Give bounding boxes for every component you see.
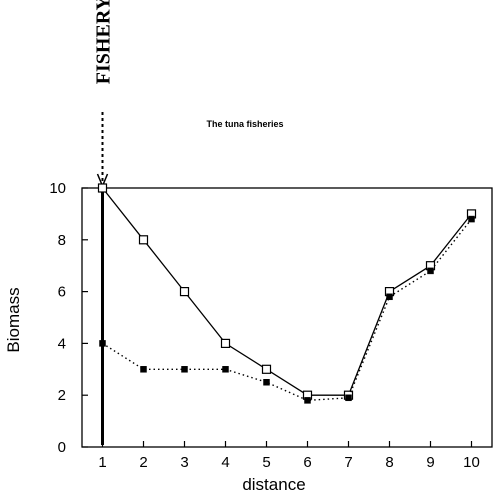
y-tick-label: 4 [58, 335, 66, 352]
data-point [261, 364, 272, 374]
x-tick-label: 1 [98, 454, 106, 471]
y-axis-ticks: 0 2 4 6 8 10 [49, 180, 88, 456]
data-point [97, 183, 108, 193]
fishery-label: FISHERY [93, 0, 115, 84]
data-point [345, 394, 352, 402]
series-2 [99, 215, 475, 404]
data-point [222, 366, 229, 373]
x-axis-label: distance [242, 475, 305, 494]
series-layer [97, 183, 477, 404]
data-point [468, 215, 475, 223]
x-tick-label: 9 [426, 454, 434, 471]
x-tick-label: 10 [463, 454, 480, 471]
series-line [102, 218, 473, 402]
x-tick-label: 2 [139, 454, 147, 471]
y-tick-label: 6 [58, 284, 66, 301]
data-point [386, 293, 393, 301]
data-point [138, 235, 149, 245]
series-line [101, 187, 473, 396]
data-point [220, 338, 231, 348]
x-axis-ticks: 1 2 3 4 5 6 7 8 9 10 [98, 441, 480, 471]
y-axis-label: Biomass [4, 287, 23, 352]
y-tick-label: 10 [49, 180, 66, 197]
plot-frame [81, 187, 493, 448]
data-point [99, 340, 106, 347]
data-point [140, 366, 147, 373]
x-tick-label: 4 [221, 454, 229, 471]
y-tick-label: 0 [58, 439, 66, 456]
data-point [179, 287, 190, 297]
data-point [181, 366, 188, 373]
chart-title: The tuna fisheries [206, 119, 283, 129]
data-point [304, 397, 311, 404]
fishery-annotation: FISHERY [93, 0, 115, 445]
x-tick-label: 5 [262, 454, 270, 471]
x-tick-label: 6 [303, 454, 311, 471]
data-point [427, 267, 434, 275]
series-1 [97, 183, 477, 400]
x-tick-label: 3 [180, 454, 188, 471]
data-point [263, 379, 270, 386]
x-tick-label: 7 [344, 454, 352, 471]
y-tick-label: 2 [58, 387, 66, 404]
x-tick-label: 8 [385, 454, 393, 471]
y-tick-label: 8 [58, 232, 66, 249]
